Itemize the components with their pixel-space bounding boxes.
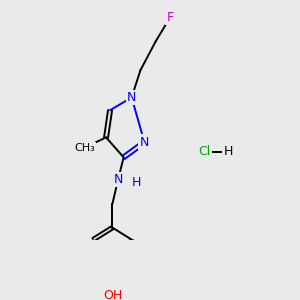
Text: H: H: [224, 145, 233, 158]
Text: N: N: [140, 136, 149, 149]
Text: N: N: [113, 173, 123, 186]
Text: N: N: [127, 91, 136, 104]
Text: OH: OH: [103, 289, 122, 300]
Text: CH₃: CH₃: [74, 143, 95, 153]
Text: F: F: [167, 11, 173, 24]
Text: H: H: [132, 176, 141, 189]
Text: Cl: Cl: [198, 145, 210, 158]
